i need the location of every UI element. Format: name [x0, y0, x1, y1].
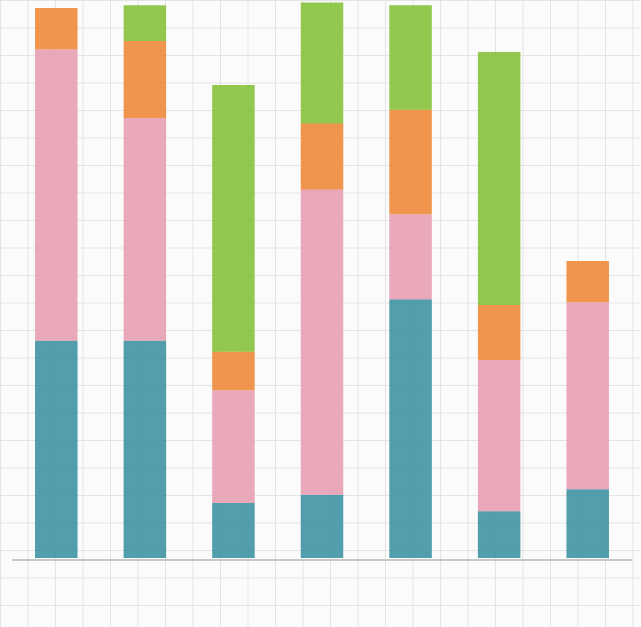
bar-segment [477, 52, 521, 305]
bar-segment [212, 85, 255, 352]
bar-segment [35, 340, 78, 558]
bar-segment [389, 5, 432, 110]
bar-segment [212, 390, 255, 503]
bar-segment [389, 299, 432, 558]
bar-segment [566, 302, 609, 490]
bar-segment [123, 41, 167, 118]
bar-segment [123, 118, 167, 341]
bar-segment [35, 8, 78, 50]
bar-segment [566, 489, 609, 558]
bar-segment [477, 305, 521, 360]
bar-segment [300, 2, 344, 124]
bar-segment [300, 494, 344, 558]
bar-segment [123, 5, 167, 41]
bar-segment [300, 189, 344, 495]
bar-segment [35, 49, 78, 341]
bar-segment [389, 214, 432, 300]
bar-segment [566, 261, 609, 303]
bar-segment [477, 511, 521, 558]
bar-segment [212, 351, 255, 391]
bar-segment [123, 340, 167, 558]
bar-segment [477, 360, 521, 512]
bar-segment [212, 503, 255, 558]
bar-segment [300, 123, 344, 190]
bar-segment [389, 109, 432, 215]
